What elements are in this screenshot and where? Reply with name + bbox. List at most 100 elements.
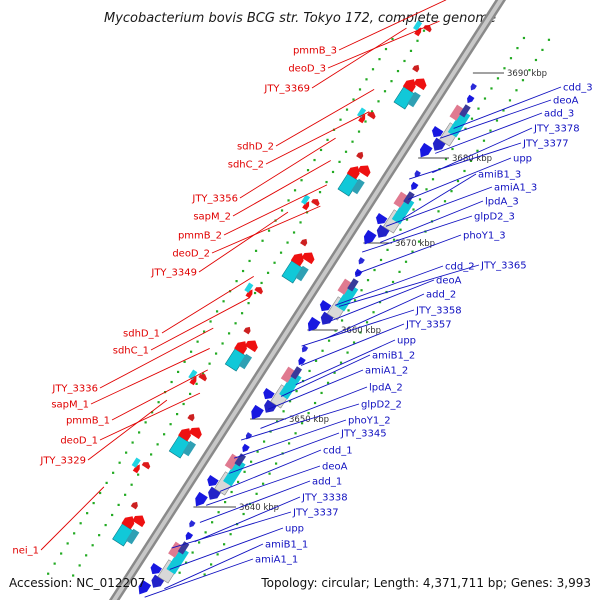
tick-mark [313, 158, 316, 162]
tick-mark [248, 259, 251, 263]
tick-mark [150, 453, 153, 456]
tick-mark [489, 129, 492, 132]
rna-gene-block [449, 104, 464, 121]
tick-mark [409, 49, 413, 52]
tick-mark [422, 29, 426, 32]
reverse-leader-line [325, 293, 425, 340]
tick-mark [287, 442, 291, 445]
tick-mark [293, 189, 297, 192]
tick-mark [125, 451, 128, 454]
tick-mark [365, 321, 369, 324]
tick-mark [157, 401, 160, 404]
tick-mark [163, 433, 166, 436]
tick-mark [274, 462, 278, 465]
forward-leader-line [265, 111, 370, 165]
tick-mark [282, 410, 285, 413]
tick-mark [111, 513, 114, 517]
tick-mark [104, 523, 107, 527]
tick-mark [321, 349, 324, 352]
reverse-gene-label-phoy1-2: phoY1_2 [348, 416, 391, 427]
tick-mark [198, 541, 201, 544]
reverse-gene-label-glpd2-2: glpD2_2 [361, 400, 402, 411]
tick-mark [261, 482, 265, 485]
tick-mark [73, 532, 76, 535]
tick-mark [372, 311, 375, 314]
tick-mark [255, 492, 258, 495]
gene-labels: pmmB_3 deoD_3 JTY_3369 sdhD_2 sdhC_2 JTY_3356… [12, 46, 592, 566]
tick-mark [183, 360, 186, 363]
tick-mark [437, 210, 440, 213]
tick-mark [247, 302, 250, 305]
tick-mark [384, 47, 388, 51]
tick-mark [314, 359, 318, 362]
tick-mark [60, 552, 63, 555]
forward-gene-arrow [356, 151, 364, 160]
reverse-gene-block [347, 278, 359, 292]
reverse-gene-arrow [470, 83, 477, 91]
tick-mark [457, 137, 461, 140]
tick-mark [241, 269, 245, 273]
forward-gene-label-deod-1: deoD_1 [60, 436, 98, 447]
tick-mark [469, 159, 473, 162]
tick-mark [229, 533, 232, 536]
tick-mark [85, 554, 88, 557]
tick-mark [508, 99, 512, 102]
tick-mark [196, 340, 199, 343]
reverse-leader-line [144, 558, 254, 598]
forward-leader-line [87, 399, 168, 461]
tick-mark [344, 150, 348, 153]
tick-mark [338, 160, 341, 163]
reverse-gene-block [403, 191, 415, 205]
rna-gene-block [447, 110, 471, 138]
tick-mark [92, 501, 95, 505]
forward-gene-label-sapm-2: sapM_2 [193, 212, 231, 223]
forward-gene-arrow [367, 112, 376, 120]
tick-mark [495, 119, 499, 122]
rna-gene-block [413, 20, 423, 31]
rna-gene-block [238, 353, 253, 370]
tick-mark [547, 38, 551, 41]
forward-gene-label-sdhd-2: sdhD_2 [237, 142, 274, 153]
tick-mark [345, 108, 349, 111]
tick-mark [515, 89, 518, 92]
reverse-leader-line [280, 354, 371, 397]
reverse-gene-label-phoy1-3: phoY1_3 [463, 231, 506, 242]
forward-gene-label-jty-3329: JTY_3329 [39, 456, 86, 467]
forward-gene-arrow [130, 501, 138, 510]
tick-mark [378, 58, 381, 61]
reverse-gene-arrow [301, 345, 309, 353]
forward-gene-arrow [301, 252, 315, 265]
reverse-leader-line [329, 279, 435, 322]
tick-mark [216, 553, 219, 556]
tick-mark [377, 100, 380, 103]
tick-mark [295, 390, 298, 393]
reverse-gene-label-deoa: deoA [436, 276, 462, 287]
reverse-gene-label-add-3: add_3 [544, 109, 574, 120]
reverse-gene-arrow [307, 316, 321, 332]
forward-gene-arrow [300, 238, 308, 247]
forward-gene-arrow [189, 376, 197, 386]
reverse-gene-label-lpda-2: lpdA_2 [369, 383, 403, 394]
reverse-gene-label-jty-3377: JTY_3377 [522, 139, 569, 150]
tick-mark [227, 332, 231, 335]
tick-mark [268, 472, 271, 475]
kbp-tick-label: 3650 kbp [289, 415, 329, 425]
rna-gene-block [166, 547, 189, 575]
map-title: Mycobacterium bovis BCG str. Tokyo 172, … [104, 11, 496, 26]
forward-leader-line [223, 184, 328, 236]
tick-mark [340, 319, 344, 322]
forward-leader-line [338, 0, 447, 51]
tick-mark [261, 239, 264, 242]
forward-leader-line [90, 348, 210, 405]
reverse-gene-label-jty-3345: JTY_3345 [340, 429, 387, 440]
rna-gene-block [391, 197, 415, 225]
reverse-gene-arrow [151, 574, 165, 588]
tick-mark [411, 250, 414, 253]
reverse-leader-line [362, 215, 473, 253]
accession-label: Accession: NC_012207 [9, 576, 145, 590]
backbone-layer [108, 0, 507, 600]
tick-mark [156, 443, 159, 446]
reverse-gene-block [234, 453, 247, 467]
